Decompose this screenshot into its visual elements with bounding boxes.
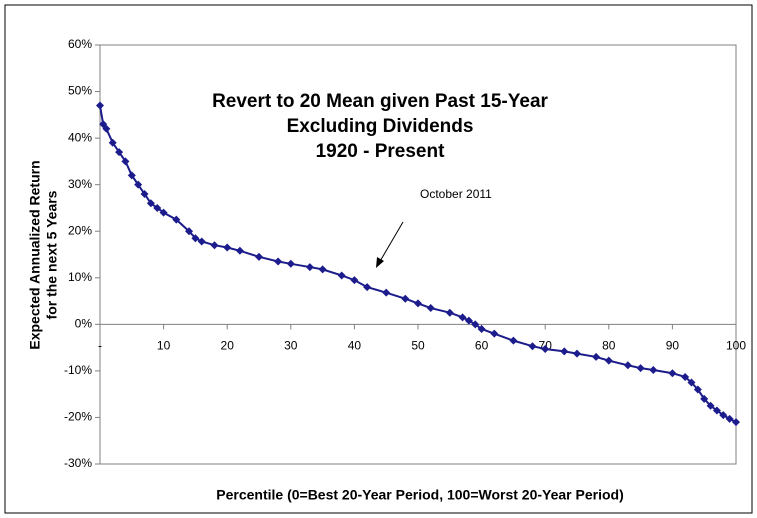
x-tick-label: 100 bbox=[726, 339, 746, 353]
point bbox=[255, 252, 263, 261]
point bbox=[592, 352, 601, 361]
point bbox=[732, 418, 740, 427]
point bbox=[140, 189, 149, 198]
x-tick-label: 80 bbox=[602, 339, 616, 353]
point bbox=[649, 365, 658, 374]
point bbox=[350, 276, 359, 285]
point bbox=[318, 265, 327, 274]
point bbox=[668, 369, 677, 378]
y-tick-label: -10% bbox=[64, 363, 92, 377]
point bbox=[414, 299, 422, 308]
y-tick-label: 30% bbox=[68, 177, 92, 191]
point bbox=[159, 208, 168, 217]
point bbox=[573, 349, 581, 358]
point bbox=[127, 171, 136, 180]
point bbox=[337, 271, 346, 280]
point bbox=[108, 138, 117, 147]
y-tick-label: 0% bbox=[75, 317, 93, 331]
x-tick-label: - bbox=[98, 339, 102, 353]
y-axis-title: Expected Annualized Return bbox=[27, 160, 43, 349]
point bbox=[712, 406, 721, 415]
x-tick-label: 90 bbox=[666, 339, 680, 353]
x-axis-title: Percentile (0=Best 20-Year Period, 100=W… bbox=[216, 487, 624, 503]
x-tick-label: 10 bbox=[157, 339, 171, 353]
point bbox=[719, 411, 728, 420]
point bbox=[223, 243, 232, 252]
plot-area bbox=[99, 44, 737, 465]
point bbox=[706, 401, 715, 410]
annotation-arrowhead bbox=[376, 257, 384, 268]
y-tick-label: 50% bbox=[68, 84, 92, 98]
x-tick-label: 30 bbox=[284, 339, 298, 353]
point bbox=[305, 263, 314, 272]
x-tick-label: 20 bbox=[221, 339, 235, 353]
x-tick-label: 60 bbox=[475, 339, 489, 353]
point bbox=[636, 364, 645, 373]
y-tick-label: -20% bbox=[64, 410, 92, 424]
point bbox=[153, 203, 162, 212]
point bbox=[477, 324, 486, 333]
point bbox=[700, 394, 709, 403]
point bbox=[687, 378, 696, 387]
point bbox=[725, 414, 734, 423]
point bbox=[445, 308, 454, 317]
point bbox=[471, 320, 480, 329]
y-tick-label: -30% bbox=[64, 456, 92, 470]
point bbox=[560, 347, 569, 356]
point bbox=[235, 246, 244, 255]
point bbox=[382, 288, 391, 297]
y-axis-title: for the next 5 Years bbox=[44, 190, 60, 319]
point bbox=[528, 342, 537, 351]
y-tick-label: 60% bbox=[68, 37, 92, 51]
point bbox=[490, 329, 499, 338]
point bbox=[96, 101, 104, 110]
point bbox=[541, 345, 550, 354]
point bbox=[191, 234, 200, 243]
point bbox=[274, 257, 283, 266]
point bbox=[146, 199, 155, 208]
point bbox=[115, 148, 124, 157]
point bbox=[197, 237, 206, 246]
chart-title: Revert to 20 Mean given Past 15-Year bbox=[212, 91, 548, 112]
annotation: October 2011 bbox=[420, 187, 492, 201]
point bbox=[286, 259, 295, 268]
y-tick-label: 10% bbox=[68, 270, 92, 284]
point bbox=[681, 372, 690, 381]
point bbox=[121, 157, 130, 166]
chart-title: 1920 - Present bbox=[316, 141, 446, 162]
point bbox=[693, 385, 702, 394]
point bbox=[185, 227, 194, 236]
point bbox=[604, 356, 613, 365]
point bbox=[464, 316, 473, 325]
point bbox=[401, 294, 410, 303]
y-tick-label: 20% bbox=[68, 223, 92, 237]
point bbox=[210, 241, 219, 250]
point bbox=[102, 124, 111, 133]
point bbox=[623, 361, 632, 370]
y-tick-label: 40% bbox=[68, 130, 92, 144]
point bbox=[134, 180, 143, 189]
point bbox=[458, 313, 467, 322]
point bbox=[363, 283, 372, 292]
point bbox=[172, 215, 181, 224]
point bbox=[426, 304, 435, 313]
x-tick-label: 40 bbox=[348, 339, 362, 353]
annotation-arrow bbox=[378, 221, 404, 264]
chart-title: Excluding Dividends bbox=[287, 116, 474, 137]
point bbox=[509, 336, 518, 345]
x-tick-label: 50 bbox=[411, 339, 425, 353]
